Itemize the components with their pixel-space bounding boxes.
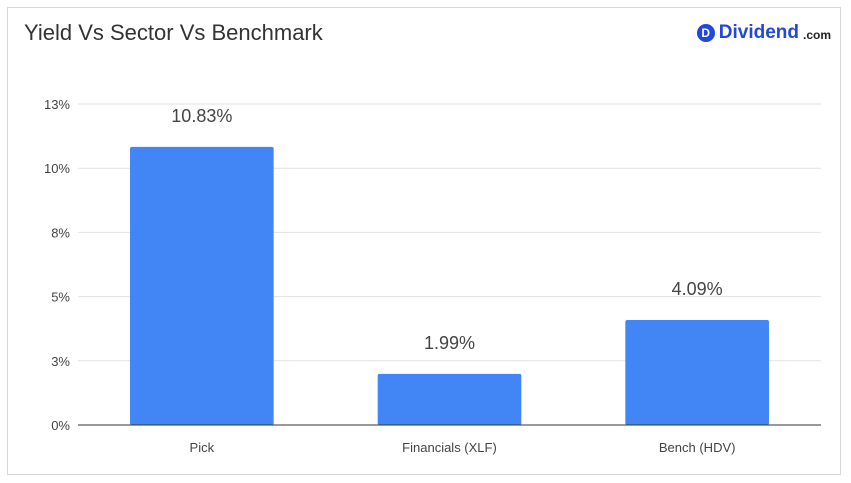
y-tick-label: 3% [51,354,70,369]
bar[interactable] [625,319,769,425]
bar[interactable] [130,146,274,425]
dividend-logo-icon: D [696,24,715,42]
x-tick-label: Financials (XLF) [402,440,497,455]
data-label: 4.09% [672,279,723,299]
x-tick-label: Pick [190,440,215,455]
y-tick-label: 5% [51,290,70,305]
bar[interactable] [377,373,522,425]
y-tick-label: 10% [44,161,70,176]
y-tick-label: 0% [51,418,70,433]
brand-logo[interactable]: D Dividend .com [696,22,831,44]
y-tick-label: 13% [44,97,70,112]
x-tick-label: Bench (HDV) [659,440,736,455]
brand-tld: .com [802,28,831,42]
chart-title: Yield Vs Sector Vs Benchmark [24,20,323,45]
data-label: 1.99% [424,333,475,353]
data-label: 10.83% [171,106,232,126]
brand-name: Dividend [718,22,799,43]
y-tick-label: 8% [51,225,70,240]
